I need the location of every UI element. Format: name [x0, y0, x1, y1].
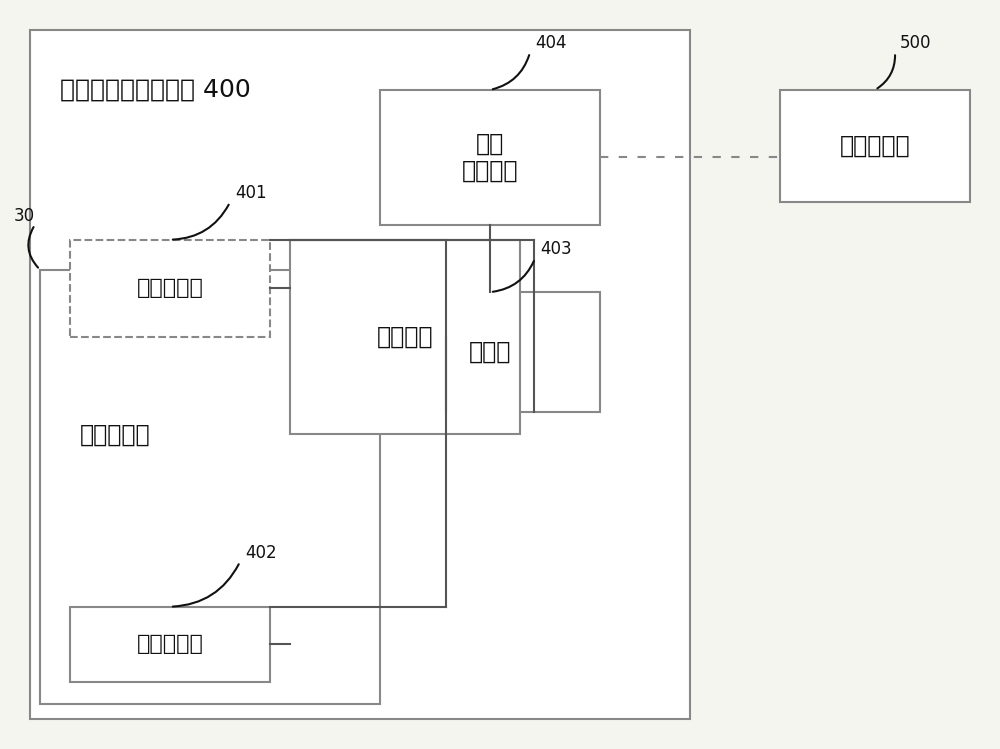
Text: 目标对象: 目标对象 [377, 325, 433, 349]
Text: 多模态脑电刺激装置 400: 多模态脑电刺激装置 400 [60, 78, 251, 102]
FancyBboxPatch shape [780, 90, 970, 202]
Text: 指令发送器: 指令发送器 [840, 134, 910, 158]
FancyBboxPatch shape [30, 30, 690, 719]
Text: 无线
通信单元: 无线 通信单元 [462, 131, 518, 184]
Text: 体感刺激器: 体感刺激器 [137, 279, 203, 298]
FancyBboxPatch shape [380, 90, 600, 225]
Text: 视觉刺激器: 视觉刺激器 [137, 634, 203, 654]
Text: 30: 30 [14, 207, 35, 225]
Text: 控制器: 控制器 [469, 340, 511, 364]
Text: 402: 402 [245, 544, 277, 562]
Text: 403: 403 [540, 240, 572, 258]
FancyBboxPatch shape [380, 292, 600, 412]
FancyBboxPatch shape [290, 240, 520, 434]
Text: 404: 404 [535, 34, 566, 52]
Text: 401: 401 [235, 184, 267, 202]
Text: 可穿戴载体: 可穿戴载体 [80, 422, 150, 446]
FancyBboxPatch shape [70, 607, 270, 682]
FancyBboxPatch shape [70, 240, 270, 337]
Text: 500: 500 [900, 34, 932, 52]
FancyBboxPatch shape [40, 270, 380, 704]
